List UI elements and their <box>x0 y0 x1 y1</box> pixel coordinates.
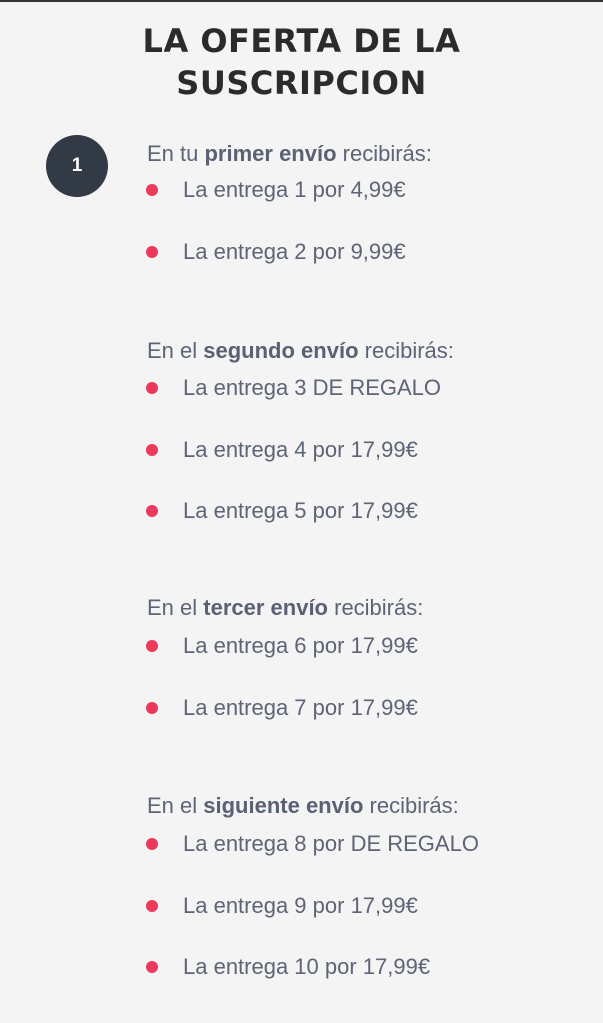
heading-pre: En el <box>147 595 204 620</box>
bullet-dot-icon <box>146 382 158 394</box>
list-item-text: La entrega 5 por 17,99€ <box>183 498 418 523</box>
heading-post: recibirás: <box>336 141 432 166</box>
bullet-dot-icon <box>146 702 158 714</box>
list-item: La entrega 5 por 17,99€ <box>146 498 418 524</box>
shipment-heading: En el tercer envío recibirás: <box>147 595 423 621</box>
bullet-dot-icon <box>146 961 158 973</box>
title-line-2: SUSCRIPCION <box>176 64 427 102</box>
bullet-dot-icon <box>146 505 158 517</box>
bullet-dot-icon <box>146 246 158 258</box>
bullet-dot-icon <box>146 640 158 652</box>
list-item-text: La entrega 6 por 17,99€ <box>183 633 418 658</box>
list-item: La entrega 4 por 17,99€ <box>146 437 418 463</box>
list-item: La entrega 3 DE REGALO <box>146 375 441 401</box>
list-item-text: La entrega 2 por 9,99€ <box>183 239 406 264</box>
bullet-dot-icon <box>146 444 158 456</box>
list-item-text: La entrega 9 por 17,99€ <box>183 893 418 918</box>
list-item: La entrega 2 por 9,99€ <box>146 239 406 265</box>
heading-post: recibirás: <box>363 793 459 818</box>
step-number-badge: 1 <box>46 135 108 197</box>
list-item-text: La entrega 10 por 17,99€ <box>183 954 431 979</box>
heading-bold: primer envío <box>204 141 337 166</box>
list-item-text: La entrega 4 por 17,99€ <box>183 437 418 462</box>
list-item: La entrega 7 por 17,99€ <box>146 695 418 721</box>
list-item-text: La entrega 7 por 17,99€ <box>183 695 418 720</box>
heading-post: recibirás: <box>358 338 454 363</box>
list-item: La entrega 8 por DE REGALO <box>146 831 479 857</box>
heading-pre: En tu <box>147 141 205 166</box>
heading-bold: tercer envío <box>203 595 328 620</box>
bullet-dot-icon <box>146 184 158 196</box>
shipment-heading: En tu primer envío recibirás: <box>147 141 432 167</box>
bullet-dot-icon <box>146 900 158 912</box>
list-item: La entrega 10 por 17,99€ <box>146 954 430 980</box>
heading-bold: segundo envío <box>203 338 359 363</box>
heading-bold: siguiente envío <box>203 793 364 818</box>
shipment-heading: En el siguiente envío recibirás: <box>147 793 459 819</box>
bullet-dot-icon <box>146 838 158 850</box>
list-item: La entrega 1 por 4,99€ <box>146 177 406 203</box>
title-line-1: LA OFERTA DE LA <box>142 22 461 60</box>
list-item-text: La entrega 8 por DE REGALO <box>183 831 479 856</box>
heading-post: recibirás: <box>328 595 424 620</box>
list-item-text: La entrega 3 DE REGALO <box>183 375 442 400</box>
list-item: La entrega 6 por 17,99€ <box>146 633 418 659</box>
list-item-text: La entrega 1 por 4,99€ <box>183 177 406 202</box>
top-divider <box>0 0 603 2</box>
heading-pre: En el <box>147 793 204 818</box>
list-item: La entrega 9 por 17,99€ <box>146 893 418 919</box>
shipment-heading: En el segundo envío recibirás: <box>147 338 454 364</box>
page-title: LA OFERTA DE LA SUSCRIPCION <box>0 20 603 104</box>
heading-pre: En el <box>147 338 204 363</box>
